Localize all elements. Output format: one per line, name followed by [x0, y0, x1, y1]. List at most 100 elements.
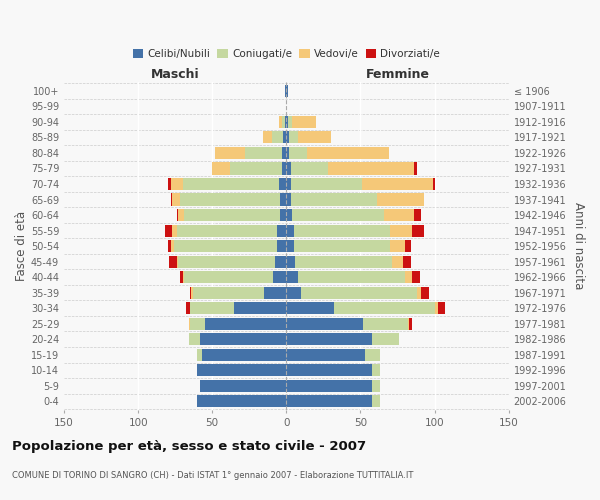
Bar	[298, 271, 405, 283]
Bar	[286, 348, 365, 361]
Bar	[291, 194, 377, 205]
Bar	[182, 271, 184, 283]
Bar	[412, 224, 424, 236]
Bar	[373, 396, 380, 407]
Bar	[212, 162, 230, 174]
Bar	[230, 162, 282, 174]
Bar	[184, 271, 273, 283]
Bar	[176, 209, 178, 221]
Bar	[286, 380, 373, 392]
Bar	[405, 271, 412, 283]
Bar	[179, 271, 182, 283]
Bar	[286, 132, 289, 143]
Bar	[288, 116, 292, 128]
Bar	[373, 380, 380, 392]
Bar	[185, 302, 190, 314]
Y-axis label: Fasce di età: Fasce di età	[15, 211, 28, 281]
Text: Femmine: Femmine	[365, 68, 430, 81]
Bar	[190, 318, 205, 330]
Bar	[277, 224, 286, 236]
Bar	[197, 396, 286, 407]
Bar	[373, 333, 399, 345]
Bar	[365, 348, 380, 361]
Bar	[437, 302, 445, 314]
Bar	[188, 333, 200, 345]
Bar	[205, 318, 286, 330]
Bar	[171, 178, 182, 190]
Legend: Celibi/Nubili, Coniugati/e, Vedovi/e, Divorziati/e: Celibi/Nubili, Coniugati/e, Vedovi/e, Di…	[128, 45, 445, 64]
Bar	[286, 302, 334, 314]
Bar	[178, 209, 184, 221]
Bar	[263, 132, 272, 143]
Bar	[172, 224, 176, 236]
Bar	[390, 224, 412, 236]
Bar	[197, 348, 202, 361]
Bar	[178, 256, 275, 268]
Bar	[292, 209, 384, 221]
Bar	[364, 318, 408, 330]
Bar	[182, 178, 279, 190]
Bar	[282, 162, 286, 174]
Bar	[188, 318, 190, 330]
Bar	[285, 85, 286, 97]
Bar	[245, 147, 282, 159]
Bar	[289, 147, 307, 159]
Bar	[285, 116, 286, 128]
Bar	[172, 194, 179, 205]
Bar	[417, 286, 421, 298]
Bar	[390, 240, 405, 252]
Bar	[202, 348, 286, 361]
Bar	[277, 240, 286, 252]
Bar	[272, 132, 283, 143]
Bar	[433, 178, 434, 190]
Bar	[403, 256, 411, 268]
Bar	[184, 209, 280, 221]
Bar	[286, 224, 294, 236]
Y-axis label: Anni di nascita: Anni di nascita	[572, 202, 585, 290]
Bar	[264, 286, 286, 298]
Bar	[168, 178, 171, 190]
Bar	[283, 132, 286, 143]
Bar	[307, 147, 389, 159]
Bar	[294, 224, 390, 236]
Bar	[289, 132, 298, 143]
Bar	[215, 147, 245, 159]
Text: Maschi: Maschi	[151, 68, 199, 81]
Bar	[286, 333, 373, 345]
Bar	[190, 286, 191, 298]
Bar	[291, 178, 362, 190]
Bar	[179, 194, 280, 205]
Bar	[200, 333, 286, 345]
Bar	[286, 147, 289, 159]
Bar	[414, 162, 417, 174]
Bar	[301, 286, 417, 298]
Bar	[191, 286, 193, 298]
Bar	[373, 364, 380, 376]
Bar	[176, 224, 277, 236]
Bar	[275, 256, 286, 268]
Bar	[168, 240, 171, 252]
Bar	[334, 302, 434, 314]
Bar	[412, 271, 420, 283]
Bar	[286, 209, 292, 221]
Bar	[295, 256, 392, 268]
Bar	[235, 302, 286, 314]
Bar	[294, 240, 390, 252]
Bar	[286, 286, 301, 298]
Bar	[286, 318, 364, 330]
Text: Popolazione per età, sesso e stato civile - 2007: Popolazione per età, sesso e stato civil…	[12, 440, 366, 453]
Bar	[286, 240, 294, 252]
Bar	[174, 240, 277, 252]
Bar	[280, 209, 286, 221]
Bar	[165, 224, 172, 236]
Bar	[298, 132, 331, 143]
Bar	[384, 209, 414, 221]
Bar	[282, 147, 286, 159]
Bar	[434, 302, 437, 314]
Bar	[279, 178, 286, 190]
Bar	[286, 256, 295, 268]
Bar	[286, 178, 291, 190]
Bar	[279, 116, 282, 128]
Bar	[392, 256, 403, 268]
Bar	[193, 286, 264, 298]
